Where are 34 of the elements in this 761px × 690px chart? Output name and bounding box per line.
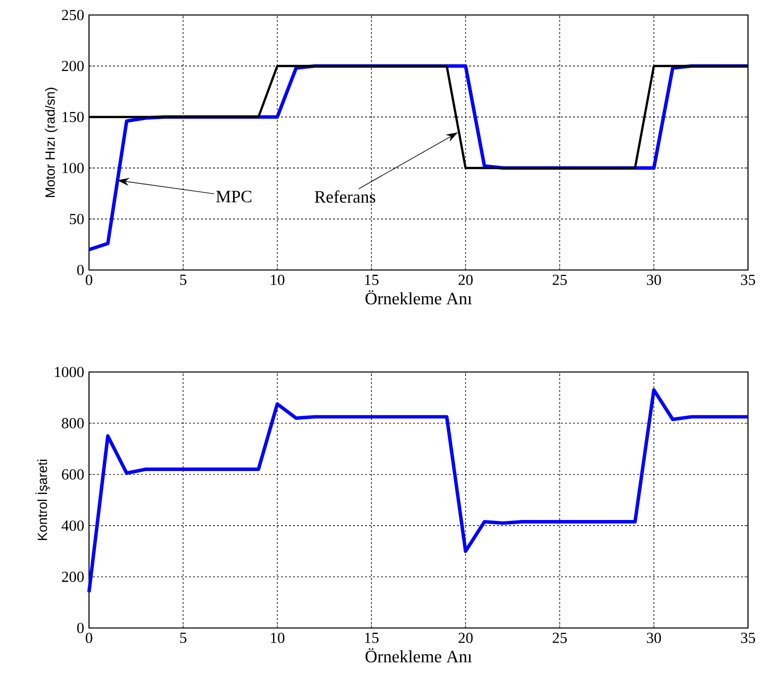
y-axis-title: Kontrol İşareti bbox=[35, 460, 50, 540]
y-tick-label: 100 bbox=[62, 162, 84, 174]
y-tick-label: 200 bbox=[62, 572, 84, 582]
x-tick-label: 15 bbox=[365, 274, 378, 285]
x-tick-label: 10 bbox=[270, 274, 284, 286]
y-tick-label: 800 bbox=[62, 418, 84, 428]
x-tick-label: 0 bbox=[86, 632, 92, 644]
x-tick-label: 20 bbox=[458, 274, 473, 286]
annotation: Referans bbox=[314, 190, 376, 203]
y-tick-label: 0 bbox=[77, 622, 84, 634]
y-tick-label: 250 bbox=[62, 10, 84, 20]
x-axis-title: Örnekleme Anı bbox=[366, 648, 472, 662]
x-tick-label: 35 bbox=[741, 632, 756, 644]
y-tick-label: 50 bbox=[70, 214, 84, 224]
x-tick-label: 25 bbox=[552, 632, 567, 644]
x-tick-label: 5 bbox=[180, 274, 186, 285]
x-tick-label: 10 bbox=[270, 632, 284, 644]
annotation: MPC bbox=[216, 190, 252, 202]
y-tick-label: 200 bbox=[62, 60, 84, 72]
x-axis-title: Örnekleme Anı bbox=[366, 290, 472, 304]
y-tick-label: 1000 bbox=[54, 366, 84, 378]
x-tick-label: 25 bbox=[552, 274, 567, 286]
x-tick-label: 20 bbox=[458, 632, 473, 644]
x-tick-label: 5 bbox=[180, 632, 186, 643]
x-tick-label: 0 bbox=[86, 274, 92, 286]
x-tick-label: 15 bbox=[365, 632, 378, 643]
x-tick-label: 35 bbox=[741, 274, 756, 286]
y-axis-title: Motor Hızı (rad/sn) bbox=[45, 88, 58, 197]
x-tick-label: 30 bbox=[646, 274, 661, 286]
x-tick-label: 30 bbox=[646, 632, 661, 644]
y-tick-label: 150 bbox=[62, 112, 84, 122]
y-tick-label: 400 bbox=[62, 520, 84, 531]
y-tick-label: 0 bbox=[77, 264, 84, 276]
y-tick-label: 600 bbox=[62, 469, 84, 480]
